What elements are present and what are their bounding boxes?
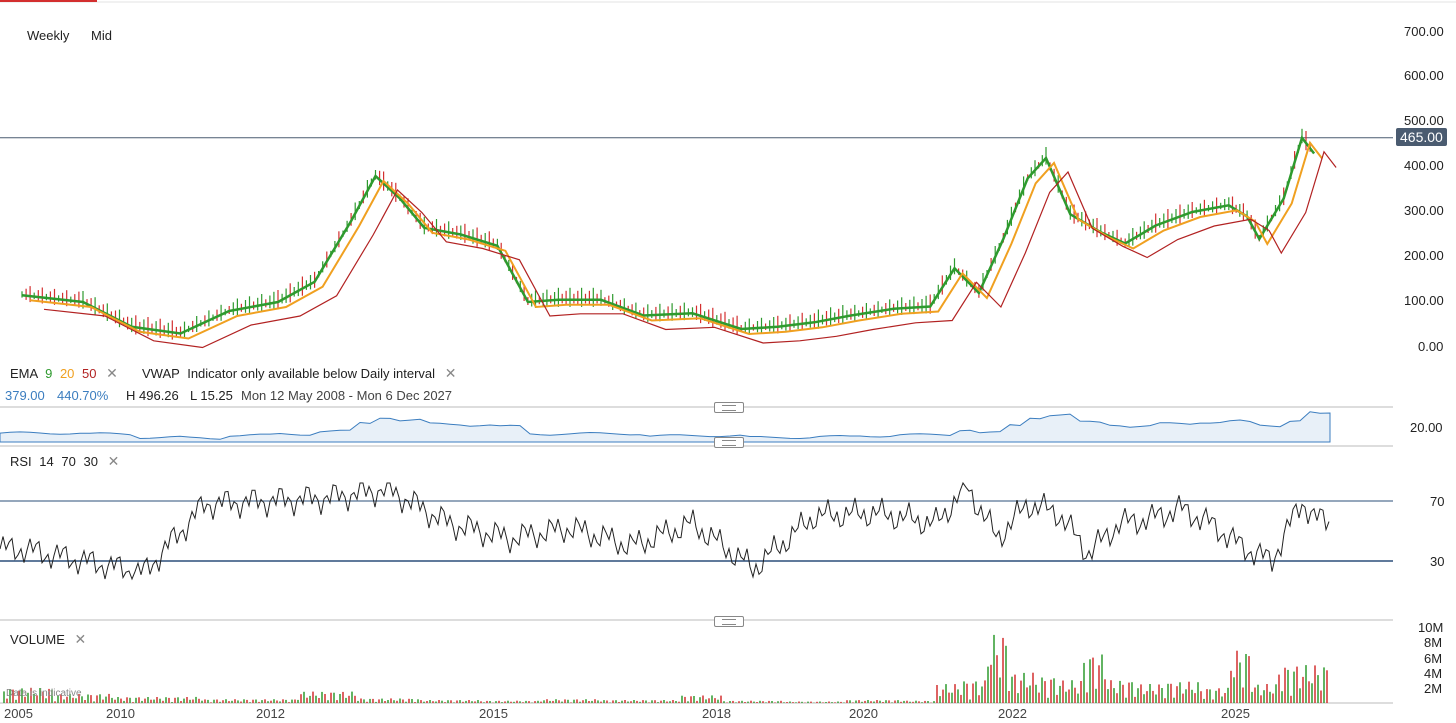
vwap-legend[interactable]: VWAP Indicator only available below Dail… xyxy=(142,365,456,382)
x-tick: 2010 xyxy=(106,706,135,721)
price-tick: 400.00 xyxy=(1404,158,1444,173)
volume-tick: 6M xyxy=(1424,651,1443,666)
volume-close-icon[interactable]: ✕ xyxy=(74,631,87,647)
volume-legend[interactable]: VOLUME ✕ xyxy=(10,631,86,648)
stat-percent: 440.70% xyxy=(57,388,109,403)
vwap-label: VWAP xyxy=(142,366,180,381)
volume-tick: 4M xyxy=(1424,666,1443,681)
price-tick: 600.00 xyxy=(1404,68,1444,83)
stat-value: 379.00 xyxy=(5,388,45,403)
rsi-label: RSI xyxy=(10,454,32,469)
price-tick: 300.00 xyxy=(1404,203,1444,218)
pane-resize-handle[interactable] xyxy=(714,402,744,413)
x-tick: 2005 xyxy=(4,706,33,721)
stat-high: H 496.26 xyxy=(126,388,179,403)
x-tick: 2020 xyxy=(849,706,878,721)
rsi-axis-upper: 70 xyxy=(1430,494,1445,509)
volume-tick: 10M xyxy=(1418,620,1444,635)
ema-period-1: 9 xyxy=(45,366,53,381)
ema-legend[interactable]: EMA 9 20 50 ✕ xyxy=(10,365,118,382)
x-tick: 2012 xyxy=(256,706,285,721)
x-tick: 2025 xyxy=(1221,706,1250,721)
ema-9-line xyxy=(21,135,1316,335)
volume-tick: 8M xyxy=(1424,635,1443,650)
price-tick: 200.00 xyxy=(1404,248,1444,263)
ema-50-line xyxy=(43,150,1337,349)
rsi-lower: 30 xyxy=(83,454,98,469)
x-tick: 2018 xyxy=(702,706,731,721)
ema-period-2: 20 xyxy=(59,366,75,381)
vwap-message: Indicator only available below Daily int… xyxy=(187,366,436,381)
sub-axis-tick: 20.00 xyxy=(1410,420,1443,435)
ema-20-line xyxy=(29,140,1323,340)
rsi-upper: 70 xyxy=(61,454,76,469)
active-tab-marker xyxy=(0,0,97,2)
price-tick: 0.00 xyxy=(1418,339,1444,354)
stat-low: L 15.25 xyxy=(190,388,233,403)
ema-close-icon[interactable]: ✕ xyxy=(106,365,118,381)
current-price-badge: 465.00 xyxy=(1396,128,1447,146)
rsi-line xyxy=(0,481,1330,581)
rsi-period: 14 xyxy=(39,454,54,469)
x-tick: 2015 xyxy=(479,706,508,721)
data-indicative-note: Data is indicative xyxy=(6,688,82,699)
sub-indicator-area xyxy=(0,411,1331,443)
interval-button[interactable]: Weekly xyxy=(27,28,70,43)
rsi-close-icon[interactable]: ✕ xyxy=(107,453,120,469)
pane-resize-handle[interactable] xyxy=(714,437,744,448)
ema-period-3: 50 xyxy=(82,366,97,381)
rsi-axis-lower: 30 xyxy=(1430,554,1445,569)
pane-resize-handle[interactable] xyxy=(714,616,744,627)
price-tick: 500.00 xyxy=(1404,113,1444,128)
price-tick: 100.00 xyxy=(1404,293,1444,308)
rsi-legend[interactable]: RSI 14 70 30 ✕ xyxy=(10,453,119,470)
stat-range: Mon 12 May 2008 - Mon 6 Dec 2027 xyxy=(241,388,453,403)
ema-label: EMA xyxy=(10,366,38,381)
x-tick: 2022 xyxy=(998,706,1027,721)
price-type-button[interactable]: Mid xyxy=(91,28,112,43)
vwap-close-icon[interactable]: ✕ xyxy=(444,365,457,381)
volume-tick: 2M xyxy=(1424,681,1443,696)
volume-label: VOLUME xyxy=(10,632,65,647)
price-tick: 700.00 xyxy=(1404,24,1444,39)
